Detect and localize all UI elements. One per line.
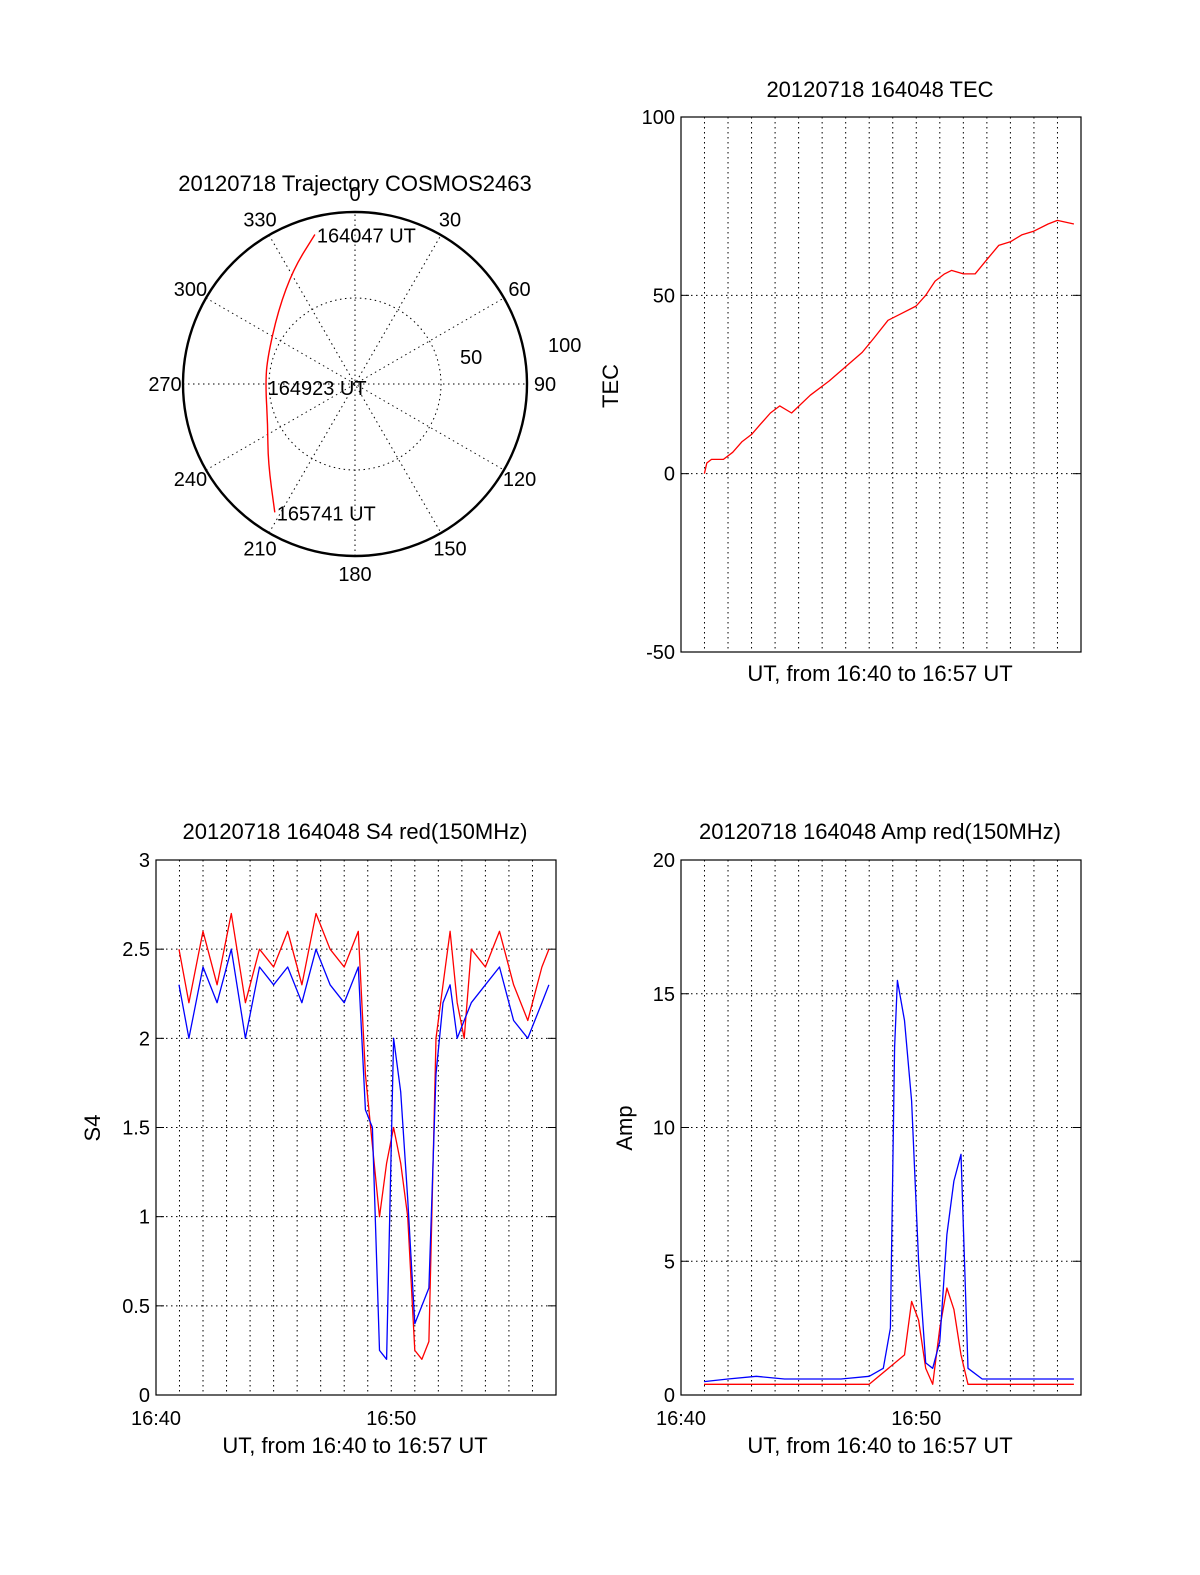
s4-ylabel: S4 [80, 1115, 105, 1142]
y-tick-label: 1.5 [122, 1118, 150, 1140]
y-tick-label: 0.5 [122, 1296, 150, 1318]
y-tick-label: 15 [653, 984, 675, 1006]
polar-grid [183, 212, 527, 556]
s4-title: 20120718 164048 S4 red(150MHz) [183, 819, 528, 844]
polar-angle-label: 180 [338, 564, 371, 586]
series-line [703, 979, 1074, 1383]
tec-title: 20120718 164048 TEC [766, 77, 993, 102]
y-tick-label: 100 [642, 107, 675, 129]
trajectory-annotations: 164047 UT 164923 UT 165741 UT [268, 225, 416, 525]
tec-ylabel: TEC [598, 364, 623, 408]
y-tick-label: 0 [664, 1385, 675, 1407]
polar-outer-ring [181, 210, 529, 558]
tec-xlabel: UT, from 16:40 to 16:57 UT [747, 661, 1012, 686]
y-tick-label: 10 [653, 1118, 675, 1140]
polar-radial-label-50: 50 [460, 347, 482, 369]
series-line [178, 912, 550, 1360]
series-line [703, 219, 1075, 474]
y-tick-label: 5 [664, 1251, 675, 1273]
y-tick-label: 2 [139, 1028, 150, 1050]
s4-xlabel: UT, from 16:40 to 16:57 UT [222, 1433, 487, 1458]
amp-title: 20120718 164048 Amp red(150MHz) [699, 819, 1061, 844]
s4-panel: 20120718 164048 S4 red(150MHz) UT, from … [80, 819, 557, 1458]
polar-radial-label-100: 100 [548, 335, 581, 357]
polar-angle-label: 240 [174, 469, 207, 491]
polar-angle-label: 210 [243, 539, 276, 561]
polar-angle-label: 330 [243, 209, 276, 231]
polar-angle-label: 120 [503, 469, 536, 491]
trajectory-panel: 20120718 Trajectory COSMOS2463 0 30 60 90 12… [148, 171, 581, 586]
trajectory-line [265, 234, 316, 513]
tec-panel: 20120718 164048 TEC UT, from 16:40 to 16… [598, 77, 1082, 686]
polar-angle-label: 30 [439, 209, 461, 231]
x-tick-label: 16:40 [656, 1408, 706, 1430]
amp-panel: 20120718 164048 Amp red(150MHz) UT, from… [612, 819, 1082, 1458]
polar-angle-label: 300 [174, 279, 207, 301]
x-tick-label: 16:40 [131, 1408, 181, 1430]
x-tick-label: 16:50 [891, 1408, 941, 1430]
amp-ylabel: Amp [612, 1105, 637, 1150]
y-tick-label: 3 [139, 850, 150, 872]
polar-angle-label: 60 [508, 279, 530, 301]
amp-xlabel: UT, from 16:40 to 16:57 UT [747, 1433, 1012, 1458]
y-tick-label: 50 [653, 285, 675, 307]
polar-grid-circle [268, 297, 442, 471]
y-tick-label: -50 [646, 642, 675, 664]
trajectory-time-label: 164047 UT [317, 225, 416, 247]
polar-angle-label: 90 [534, 374, 556, 396]
plot-frame [680, 116, 1082, 653]
polar-angle-labels: 0 30 60 90 120 150 180 210 240 270 300 330 [148, 184, 556, 586]
trajectory-time-label: 164923 UT [268, 378, 367, 400]
trajectory-series [265, 234, 316, 513]
y-tick-label: 1 [139, 1207, 150, 1229]
y-tick-label: 2.5 [122, 939, 150, 961]
plot-frame [155, 859, 557, 1396]
polar-angle-label: 270 [148, 374, 181, 396]
series-line [704, 1287, 1074, 1385]
x-tick-label: 16:50 [366, 1408, 416, 1430]
trajectory-time-label: 165741 UT [277, 503, 376, 525]
polar-angle-label: 0 [349, 184, 360, 206]
plot-frame [680, 859, 1082, 1396]
y-tick-label: 0 [664, 464, 675, 486]
polar-angle-label: 150 [433, 539, 466, 561]
series-line [178, 948, 550, 1360]
y-tick-label: 0 [139, 1385, 150, 1407]
y-tick-label: 20 [653, 850, 675, 872]
trajectory-title: 20120718 Trajectory COSMOS2463 [178, 171, 531, 196]
